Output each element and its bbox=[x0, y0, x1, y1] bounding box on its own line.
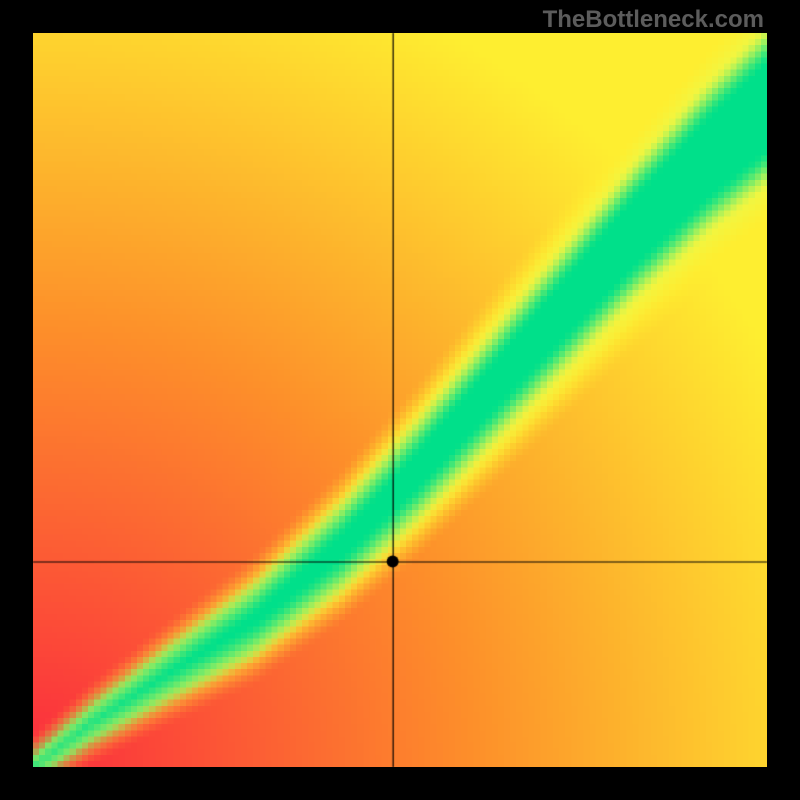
crosshair-overlay bbox=[0, 0, 800, 800]
watermark-text: TheBottleneck.com bbox=[543, 6, 764, 34]
chart-stage: TheBottleneck.com bbox=[0, 0, 800, 800]
